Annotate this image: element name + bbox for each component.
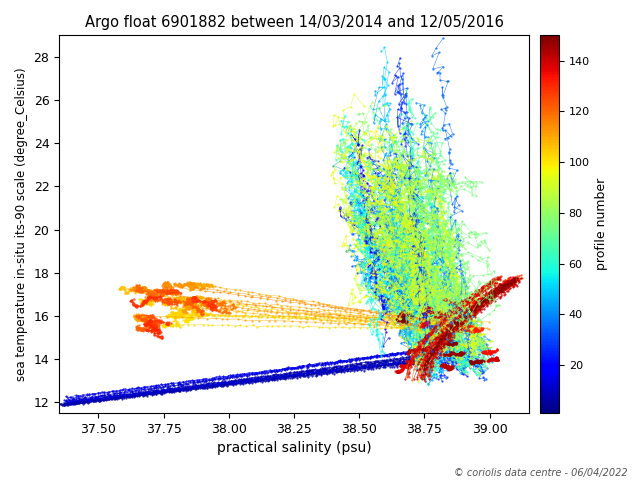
Y-axis label: profile number: profile number: [595, 178, 609, 270]
Y-axis label: sea temperature in-situ its-90 scale (degree_Celsius): sea temperature in-situ its-90 scale (de…: [15, 67, 28, 381]
Title: Argo float 6901882 between 14/03/2014 and 12/05/2016: Argo float 6901882 between 14/03/2014 an…: [84, 15, 504, 30]
Text: © coriolis data centre - 06/04/2022: © coriolis data centre - 06/04/2022: [454, 468, 627, 478]
X-axis label: practical salinity (psu): practical salinity (psu): [217, 442, 371, 456]
